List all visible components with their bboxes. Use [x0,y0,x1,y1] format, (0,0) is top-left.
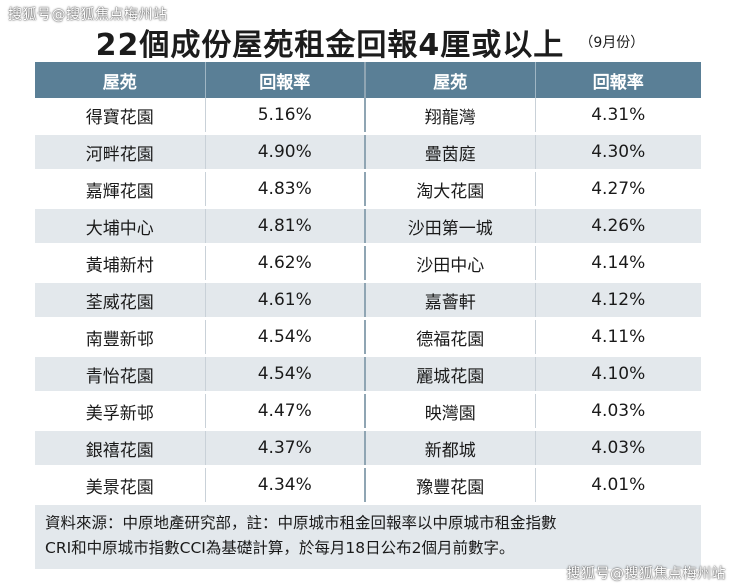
cell-estate-right: 翔龍灣 [365,98,536,135]
cell-estate-right: 德福花園 [365,318,536,357]
cell-estate-left: 美孚新邨 [35,392,206,431]
table-row: 河畔花園 4.90% 疊茵庭 4.30% [35,133,701,172]
header-yield-left: 回報率 [205,62,366,98]
cell-yield-right: 4.01% [535,466,701,505]
table-row: 嘉輝花園 4.83% 淘大花園 4.27% [35,170,701,209]
title-month-note: （9月份） [579,35,645,51]
cell-yield-right: 4.31% [535,98,701,135]
cell-estate-left: 黃埔新村 [35,244,206,283]
cell-yield-left: 4.54% [205,355,366,394]
table-row: 美孚新邨 4.47% 映灣園 4.03% [35,392,701,431]
cell-estate-right: 映灣園 [365,392,536,431]
title-row: 22個成份屋苑租金回報4厘或以上 （9月份） [0,20,740,64]
source-footnote: 資料來源：中原地產研究部，註：中原城市租金回報率以中原城市租金指數 CRI和中原… [35,505,701,569]
cell-estate-right: 沙田第一城 [365,207,536,246]
header-estate-right: 屋苑 [365,62,536,98]
table-row: 得寶花園 5.16% 翔龍灣 4.31% [35,98,701,135]
page-title: 22個成份屋苑租金回報4厘或以上 [95,28,565,63]
footnote-line-2: CRI和中原城市指數CCI為基礎計算，於每月18日公布2個月前數字。 [45,539,515,557]
table-row: 銀禧花園 4.37% 新都城 4.03% [35,429,701,468]
cell-estate-right: 新都城 [365,429,536,468]
cell-estate-right: 嘉薈軒 [365,281,536,320]
cell-estate-right: 豫豐花園 [365,466,536,505]
table-row: 南豐新邨 4.54% 德福花園 4.11% [35,318,701,357]
cell-yield-left: 4.34% [205,466,366,505]
cell-yield-left: 4.90% [205,133,366,172]
table-header-row: 屋苑 回報率 屋苑 回報率 [35,62,701,98]
cell-yield-left: 4.83% [205,170,366,209]
cell-yield-left: 5.16% [205,98,366,135]
cell-estate-left: 大埔中心 [35,207,206,246]
cell-estate-left: 南豐新邨 [35,318,206,357]
cell-yield-right: 4.12% [535,281,701,320]
watermark-top: 搜狐号@搜狐焦点梅州站 [8,7,168,23]
cell-estate-left: 嘉輝花園 [35,170,206,209]
table-body: 得寶花園 5.16% 翔龍灣 4.31% 河畔花園 4.90% 疊茵庭 4.30% 嘉輝花園 4.… [35,98,701,505]
cell-estate-left: 荃威花園 [35,281,206,320]
cell-yield-right: 4.11% [535,318,701,357]
table-row: 黃埔新村 4.62% 沙田中心 4.14% [35,244,701,283]
table-row: 荃威花園 4.61% 嘉薈軒 4.12% [35,281,701,320]
footnote-line-1: 資料來源：中原地產研究部，註：中原城市租金回報率以中原城市租金指數 [45,514,557,532]
cell-estate-left: 河畔花園 [35,133,206,172]
cell-estate-right: 沙田中心 [365,244,536,283]
cell-yield-left: 4.47% [205,392,366,431]
cell-yield-right: 4.30% [535,133,701,172]
cell-yield-left: 4.81% [205,207,366,246]
header-estate-left: 屋苑 [35,62,206,98]
cell-yield-right: 4.27% [535,170,701,209]
watermark-bottom: 搜狐号@搜狐焦点梅州站 [566,566,726,582]
cell-estate-left: 得寶花園 [35,98,206,135]
cell-estate-right: 疊茵庭 [365,133,536,172]
cell-yield-left: 4.62% [205,244,366,283]
cell-yield-right: 4.10% [535,355,701,394]
cell-estate-left: 美景花園 [35,466,206,505]
cell-yield-right: 4.14% [535,244,701,283]
rental-yield-table-wrapper: 屋苑 回報率 屋苑 回報率 得寶花園 5.16% 翔龍灣 4.31% 河畔花園 4.90%… [35,62,701,505]
table-row: 青怡花園 4.54% 麗城花園 4.10% [35,355,701,394]
cell-yield-left: 4.37% [205,429,366,468]
rental-yield-table: 屋苑 回報率 屋苑 回報率 得寶花園 5.16% 翔龍灣 4.31% 河畔花園 4.90%… [35,62,701,505]
cell-yield-right: 4.26% [535,207,701,246]
table-row: 美景花園 4.34% 豫豐花園 4.01% [35,466,701,505]
header-yield-right: 回報率 [535,62,701,98]
cell-yield-right: 4.03% [535,392,701,431]
cell-yield-right: 4.03% [535,429,701,468]
cell-estate-right: 淘大花園 [365,170,536,209]
cell-yield-left: 4.54% [205,318,366,357]
cell-yield-left: 4.61% [205,281,366,320]
table-row: 大埔中心 4.81% 沙田第一城 4.26% [35,207,701,246]
cell-estate-right: 麗城花園 [365,355,536,394]
cell-estate-left: 青怡花園 [35,355,206,394]
cell-estate-left: 銀禧花園 [35,429,206,468]
